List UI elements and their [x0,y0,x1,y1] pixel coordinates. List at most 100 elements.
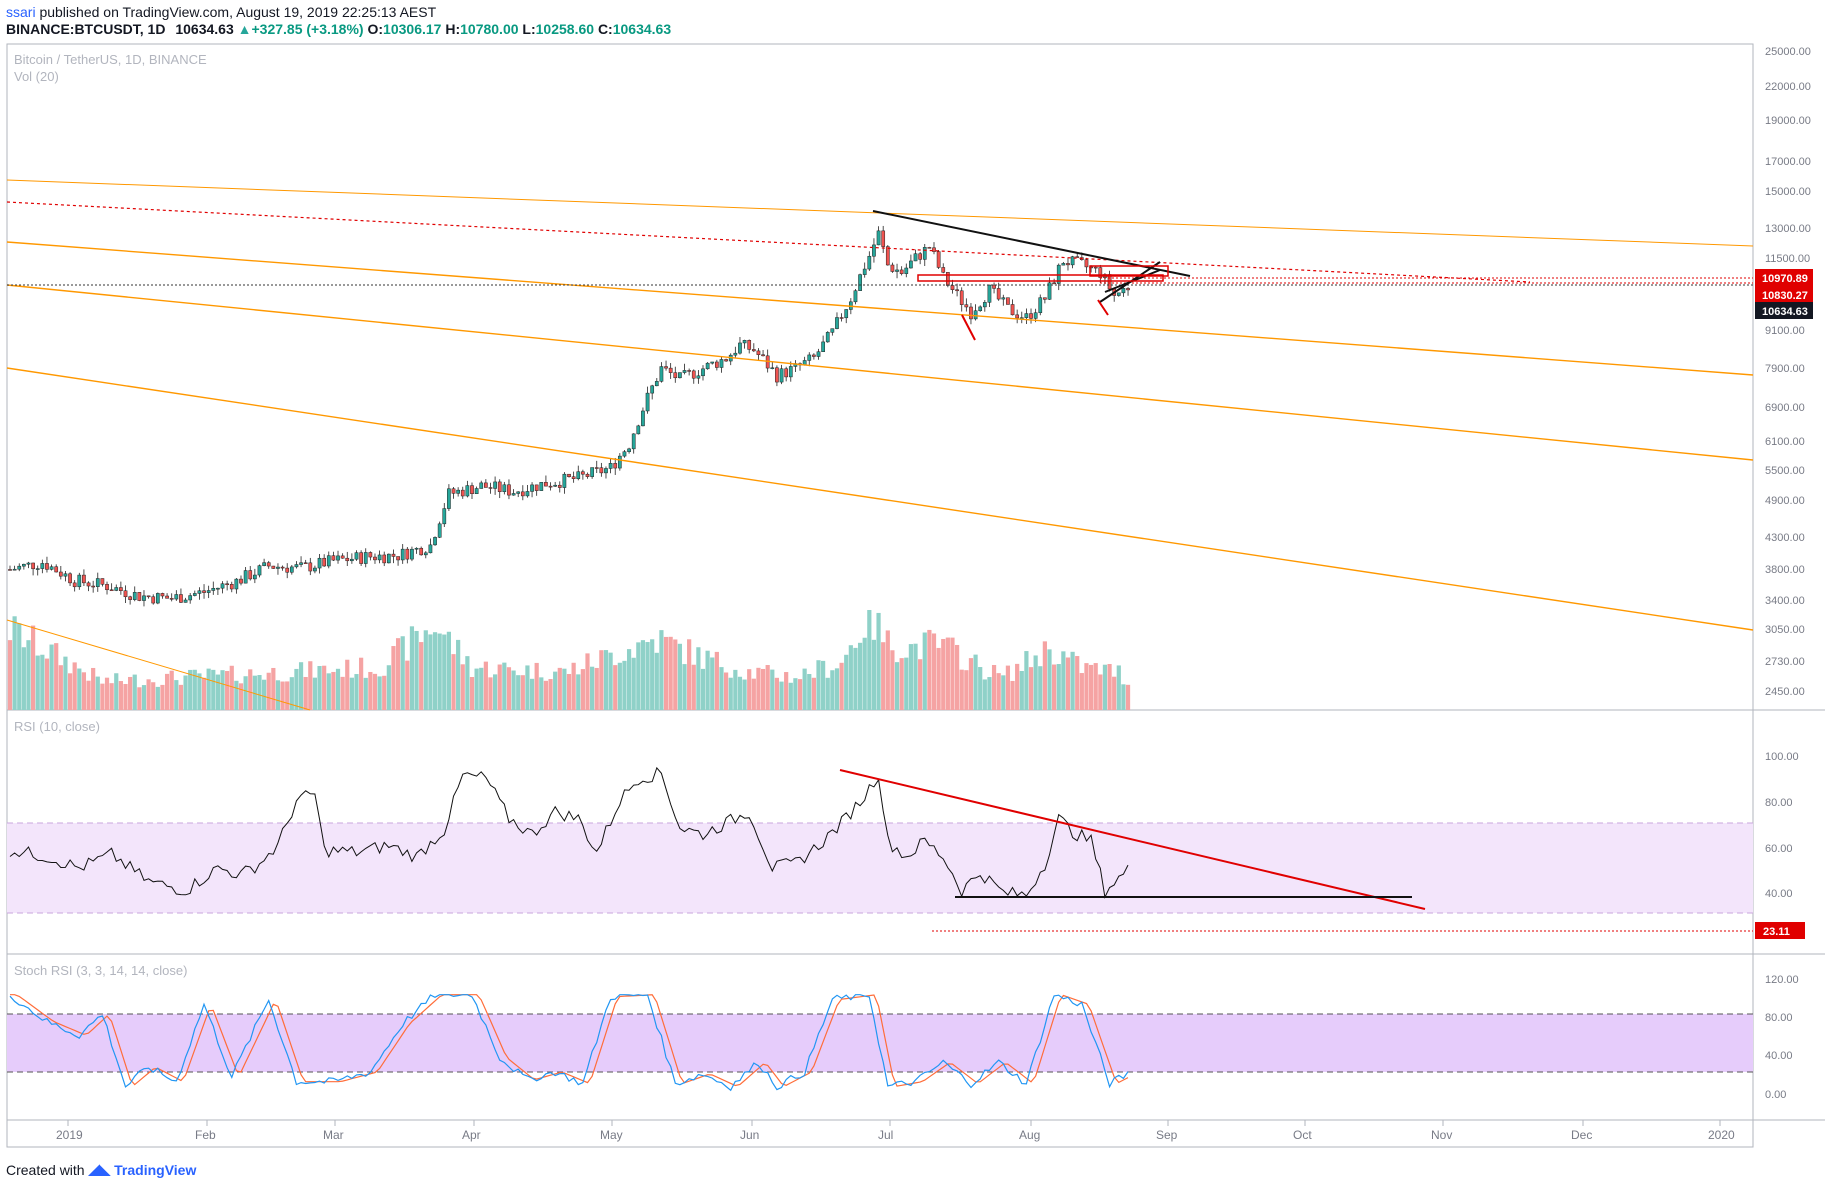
stoch-pane-title: Stoch RSI (3, 3, 14, 14, close) [14,963,187,978]
volume-bar [132,674,137,710]
volume-bar [1042,641,1047,710]
author-link[interactable]: ssari [6,4,36,20]
candle-body [423,552,428,556]
volume-bar [114,673,119,710]
volume-bar [691,664,696,710]
volume-bar [534,662,539,710]
volume-bar [1010,680,1015,710]
candle-body [511,493,516,496]
price-tick-label: 6900.00 [1765,402,1805,414]
volume-bar [331,671,336,710]
volume-bar [904,657,909,710]
candle-body [608,463,613,469]
candle-body [520,491,525,497]
price-tick-label: 4300.00 [1765,532,1805,544]
candle-body [576,471,581,479]
volume-bar [1056,664,1061,710]
volume-bar [765,665,770,710]
volume-bar [262,679,267,710]
volume-bar [821,660,826,710]
candle-body [322,557,327,567]
volume-bar [987,677,992,710]
volume-bar [123,683,128,710]
volume-bar [146,679,151,710]
volume-bar [945,637,950,710]
candle-body [691,370,696,379]
candle-body [779,368,784,383]
volume-bar [1033,655,1038,710]
candle-body [553,484,558,487]
high-value: 10780.00 [460,21,519,37]
volume-bar [881,642,886,710]
candle-body [188,595,193,601]
candle-body [502,484,507,492]
volume-bar [862,637,867,710]
volume-bar [529,678,535,710]
candle-body [710,361,715,364]
candle-body [484,482,488,488]
volume-bar [899,658,904,710]
channel-line [6,241,1754,376]
candle-body [835,317,839,329]
volume-bar [312,677,318,710]
volume-bar [1070,651,1075,710]
volume-bar [141,685,147,710]
candle-body [761,354,765,357]
volume-bar [488,677,493,710]
volume-bar [423,630,428,710]
volume-bar [400,636,405,710]
volume-bar [40,654,45,710]
candle-body [1024,313,1029,318]
volume-bar [1052,664,1057,710]
candle-body [174,594,179,600]
candle-body [266,562,271,567]
price-label-badge [1755,302,1813,319]
candle-body [400,548,405,561]
candlesticks [8,225,1130,607]
candle-body [386,553,391,564]
volume-bar [1028,667,1034,710]
candle-body [368,552,373,558]
volume-bar [1107,664,1112,710]
rsi-tick-label: 80.00 [1765,797,1793,809]
tradingview-brand[interactable]: TradingView [114,1161,197,1178]
rsi-band [7,823,1753,913]
symbol-legend: BINANCE:BTCUSDT, 1D 10634.63 ▲+327.85 (+… [6,21,671,37]
candle-body [1126,288,1130,291]
volume-bar [479,667,484,710]
volume-bar [654,652,659,710]
volume-bar [1061,651,1066,710]
candle-body [253,574,257,580]
rsi-line [9,766,1753,932]
candle-body [146,595,151,598]
stoch-k-line [9,994,1129,1092]
volume-bar [867,610,872,710]
candle-body [922,247,927,260]
volume-bar [894,662,900,710]
tradingview-logo-icon[interactable]: ◢◣ [88,1161,111,1177]
candle-body [982,302,987,308]
rsi-trendline [839,769,1426,910]
candle-body [86,582,91,587]
volume-bar [793,678,798,710]
volume-bar [631,657,636,710]
open-label: O: [367,21,384,37]
candle-body [169,598,174,600]
close-label: C: [597,21,613,37]
volume-bar [469,676,475,710]
candle-body [1029,313,1033,319]
volume-bar [724,672,729,710]
price-tick-label: 19000.00 [1765,115,1811,127]
resistance-zone-box [1089,265,1169,277]
candle-body [151,596,156,604]
time-tick-label: Sep [1156,1128,1178,1142]
volume-bar [857,642,863,710]
low-label: L: [522,21,536,37]
candle-body [1066,263,1070,266]
candle-body [1121,288,1126,294]
candle-body [220,583,225,589]
volume-bar [225,671,230,710]
candle-body [788,366,793,378]
candle-body [1052,282,1056,285]
